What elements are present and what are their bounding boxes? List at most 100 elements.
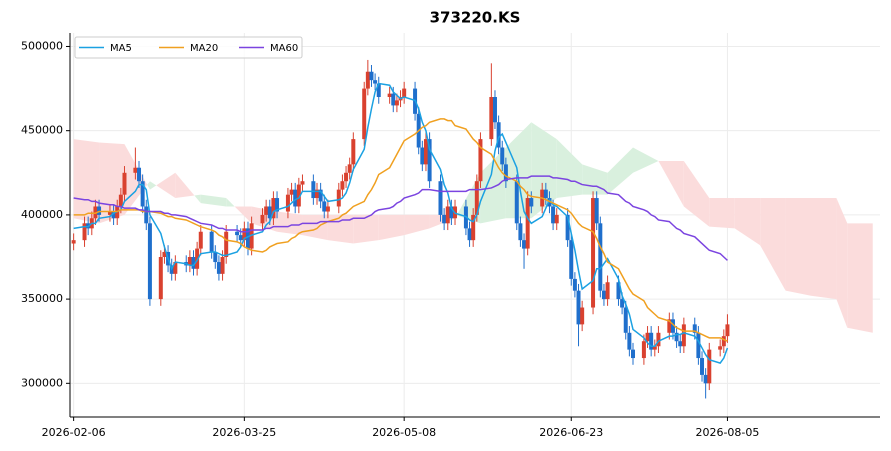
candle-body (572, 278, 577, 291)
candle-body (580, 307, 585, 325)
candle-body (601, 290, 606, 300)
candle-body (137, 167, 142, 182)
cloud-segment (99, 142, 125, 224)
candle-body (173, 262, 178, 274)
ma-line (73, 82, 729, 364)
candle-body (115, 206, 120, 219)
candle-body (325, 206, 330, 212)
legend-label: MA20 (190, 43, 218, 54)
cloud-segment (810, 198, 837, 300)
candle-body (703, 374, 708, 384)
candle-body (670, 319, 675, 333)
cloud-segment (234, 206, 252, 224)
candle-body (296, 184, 301, 207)
candle-body (249, 223, 254, 249)
candle-body (267, 206, 272, 219)
cloud-segment (556, 139, 583, 199)
candle-body (627, 332, 632, 350)
candle-body (707, 349, 712, 384)
candle-body (391, 93, 396, 106)
cloud-segment (404, 214, 430, 236)
cloud-segment (683, 161, 710, 227)
candle-body (271, 198, 276, 219)
cloud-segment (607, 147, 634, 195)
x-tick-label: 2026-06-23 (539, 426, 603, 439)
candle-body (594, 198, 599, 224)
candle-body (674, 332, 679, 342)
y-tick-label: 300000 (21, 376, 63, 389)
candle-body (107, 211, 112, 215)
candle-body (213, 251, 218, 263)
candle-body (543, 189, 548, 199)
candle-body (471, 214, 476, 241)
cloud-segment (175, 172, 195, 199)
candle-body (82, 223, 87, 241)
candle-body (554, 214, 559, 224)
candle-body (721, 336, 726, 347)
candle-body (645, 332, 650, 342)
candle-body (314, 189, 319, 199)
candle-body (503, 164, 508, 182)
candle-body (387, 93, 392, 97)
candle-body (191, 257, 196, 269)
candle-body (369, 71, 374, 81)
x-tick-label: 2026-02-06 (42, 426, 106, 439)
cloud-segment (73, 139, 100, 224)
candle-body (260, 214, 265, 224)
candle-body (311, 181, 316, 199)
candle-body (725, 324, 730, 337)
candle-body (656, 332, 661, 347)
candle-body (224, 231, 229, 257)
candle-body (122, 172, 127, 195)
candle-body (667, 319, 672, 333)
y-tick-label: 400000 (21, 208, 63, 221)
cloud-segment (531, 122, 557, 219)
candle-body (144, 206, 149, 224)
candle-body (438, 181, 443, 215)
candle-body (322, 201, 327, 212)
candle-body (449, 206, 454, 219)
candle-body (394, 100, 399, 106)
cloud-segment (302, 214, 328, 241)
candle-body (93, 206, 98, 219)
candle-body (423, 139, 428, 165)
cloud-segment (277, 211, 303, 236)
candle-body (518, 223, 523, 241)
candle-body (547, 198, 552, 207)
candle-body (340, 181, 345, 190)
cloud-segment (147, 181, 150, 190)
cloud-segment (633, 147, 659, 173)
candle-body (147, 223, 152, 300)
cloud-segment (582, 164, 608, 195)
candle-body (569, 240, 574, 279)
candle-body (365, 71, 370, 89)
cloud-segment (734, 198, 761, 246)
candle-body (195, 248, 200, 269)
x-tick-label: 2026-08-05 (695, 426, 759, 439)
cloud-segment (847, 223, 873, 333)
ma-line (73, 118, 728, 342)
candle-body (692, 324, 697, 333)
candle-body (649, 332, 654, 350)
candle-body (529, 198, 534, 207)
candle-body (525, 198, 530, 249)
candle-body (336, 189, 341, 207)
candle-body (474, 181, 479, 215)
axes: 300000 350000 400000 450000 500000 2026-02-06… (21, 33, 880, 439)
y-tick-label: 350000 (21, 292, 63, 305)
candle-body (344, 172, 349, 182)
cloud-segment (480, 147, 506, 224)
cloud-segment (226, 198, 235, 207)
candle-body (162, 251, 167, 257)
cloud-segment (658, 161, 684, 207)
candle-body (576, 290, 581, 325)
candle-body (631, 349, 636, 359)
cloud-segment (709, 198, 735, 229)
x-tick-label: 2026-03-25 (212, 426, 276, 439)
legend-box (74, 36, 303, 59)
candles (71, 59, 730, 399)
cloud-segment (505, 122, 532, 219)
candle-body (427, 139, 432, 182)
candle-body (285, 194, 290, 212)
